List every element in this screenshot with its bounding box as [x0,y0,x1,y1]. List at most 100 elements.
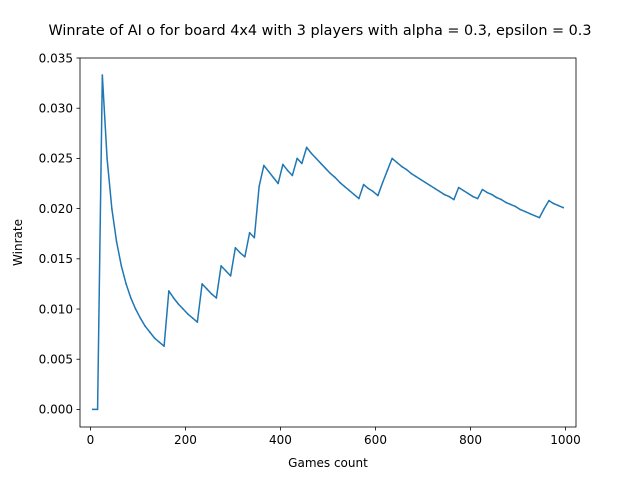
data-point [92,408,94,411]
data-point [277,182,279,185]
data-point [500,198,503,201]
data-point [310,152,313,155]
data-point [201,283,203,285]
data-point [405,168,408,171]
data-point [519,208,522,211]
data-point [453,198,455,201]
data-point [543,207,545,210]
data-point [263,164,265,167]
data-point [239,251,241,254]
data-point [158,341,161,343]
data-point [391,157,393,160]
data-point [524,210,526,213]
data-point [396,161,398,164]
data-point [462,189,465,192]
plot-frame [79,57,577,428]
data-point [552,202,555,205]
data-point [120,265,123,267]
data-point [339,181,341,184]
data-point [467,192,469,195]
chart-title: Winrate of AI o for board 4x4 with 3 pla… [48,23,591,39]
data-point [139,317,142,319]
data-point [538,216,541,219]
data-point [476,197,479,200]
data-point [562,206,564,209]
x-tick-label: 1000 [550,433,581,447]
data-point [144,325,146,327]
data-point [548,199,550,202]
data-point [282,163,284,166]
data-point [220,265,222,267]
y-tick-label: 0.030 [39,102,73,116]
data-point [358,197,360,200]
data-point [106,157,108,160]
data-point [334,176,336,179]
data-point [248,231,251,234]
data-point [168,290,170,292]
data-point [386,169,389,172]
data-point [367,187,370,190]
data-point [495,196,498,199]
data-point [510,203,512,206]
data-point [481,188,484,191]
data-point [134,308,137,310]
data-point [96,408,99,411]
data-point [415,175,417,178]
data-point [187,313,189,315]
data-point [244,256,246,258]
x-tick-label: 600 [364,433,387,447]
data-point [419,178,422,181]
data-point [472,195,474,198]
data-point [101,74,104,76]
data-point [296,157,298,160]
data-point [377,194,379,197]
x-tick-label: 0 [87,433,95,447]
data-point [486,191,488,194]
data-point [557,204,560,207]
x-axis-ticks: 0 200 400 600 800 1000 [87,427,581,447]
data-point [210,293,213,295]
data-point [215,297,218,299]
data-point [182,308,184,310]
data-point [253,236,256,239]
data-point [206,288,208,290]
x-tick-label: 200 [174,433,197,447]
data-point [505,201,507,204]
series-points [92,74,564,411]
data-point [225,270,227,272]
y-tick-label: 0.020 [39,202,73,216]
data-point [149,331,151,333]
y-tick-label: 0.005 [39,353,73,367]
x-tick-label: 400 [269,433,292,447]
data-point [229,275,232,277]
data-point [438,190,441,193]
data-point [291,174,294,177]
data-point [163,345,165,347]
data-point [196,321,199,323]
y-tick-label: 0.000 [39,403,73,417]
y-tick-label: 0.015 [39,252,73,266]
winrate-series-line [92,74,565,411]
data-point [301,162,303,165]
data-point [267,170,270,173]
data-point [424,181,427,184]
data-point [434,187,436,190]
data-point [343,185,346,188]
y-tick-label: 0.010 [39,302,73,316]
data-point [529,212,531,215]
data-point [362,183,365,186]
data-point [125,283,127,285]
data-point [329,172,332,175]
data-point [457,186,460,189]
data-point [348,189,351,192]
data-point [372,190,374,193]
data-point [234,246,237,249]
data-point [153,337,156,339]
data-point [320,162,322,165]
data-point [272,176,275,179]
data-point [315,157,317,160]
data-point [514,205,517,208]
data-point [400,165,403,168]
data-point [429,184,431,187]
